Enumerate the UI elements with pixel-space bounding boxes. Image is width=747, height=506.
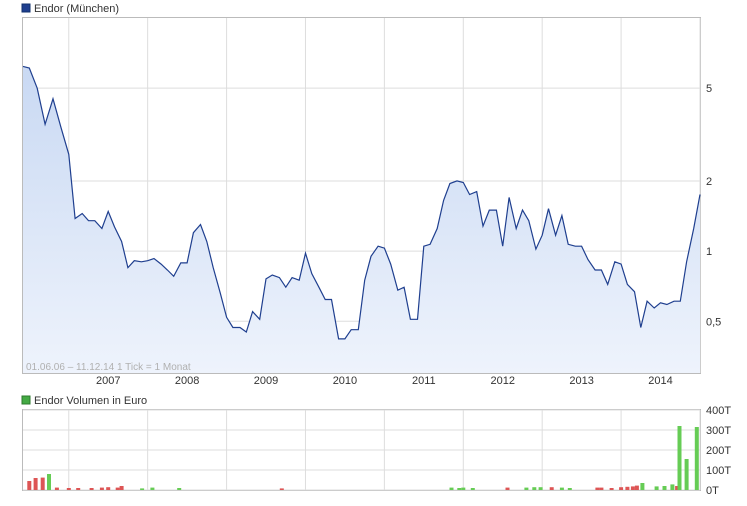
volume-bar-8: [99, 487, 104, 490]
volume-y-tick-label-0T: 0T: [706, 485, 719, 497]
x-tick-label-2012: 2012: [490, 375, 514, 387]
volume-bar-35: [654, 486, 659, 490]
volume-bar-21: [524, 487, 529, 490]
volume-bar-24: [549, 487, 554, 490]
range-note: 01.06.06 – 11.12.14 1 Tick = 1 Monat: [26, 362, 191, 373]
volume-grid-horizontal: [23, 409, 700, 491]
volume-bar-4: [54, 487, 59, 490]
volume-bar-3: [47, 474, 51, 490]
volume-bar-14: [177, 488, 182, 490]
price-legend-label: Endor (München): [34, 3, 119, 15]
y-tick-label-0,5: 0,5: [706, 316, 721, 328]
volume-bar-41: [694, 427, 699, 490]
volume-bar-7: [89, 488, 94, 490]
volume-y-tick-labels: 0T 100T 200T 300T 400T: [706, 405, 731, 497]
x-tick-label-2009: 2009: [254, 375, 278, 387]
price-panel: Endor (München) 01.06.06 – 11.12.14 1 Ti…: [21, 3, 721, 387]
volume-bar-6: [76, 488, 81, 490]
volume-bar-25: [559, 487, 564, 490]
x-tick-label-2011: 2011: [412, 375, 436, 387]
volume-bar-10: [115, 487, 120, 490]
volume-bar-37: [670, 484, 675, 490]
volume-bar-13: [150, 487, 155, 490]
volume-bar-9: [106, 487, 111, 490]
x-tick-label-2014: 2014: [648, 375, 672, 387]
x-tick-label-2007: 2007: [96, 375, 120, 387]
y-tick-label-5: 5: [706, 83, 712, 95]
volume-bar-18: [461, 487, 466, 490]
y-tick-label-1: 1: [706, 246, 712, 258]
volume-bar-30: [619, 487, 624, 490]
volume-y-tick-label-100T: 100T: [706, 465, 731, 477]
volume-bar-39: [677, 426, 682, 490]
price-area: [23, 66, 700, 374]
volume-bar-1: [33, 478, 38, 490]
price-x-tick-labels: 2007 2008 2009 2010 2011 2012 2013 2014: [96, 375, 673, 387]
x-tick-label-2010: 2010: [333, 375, 357, 387]
volume-bar-28: [599, 487, 604, 490]
volume-bar-16: [449, 487, 454, 490]
volume-y-tick-label-200T: 200T: [706, 445, 731, 457]
x-tick-label-2013: 2013: [569, 375, 593, 387]
price-legend-marker: [21, 3, 31, 13]
price-line: [22, 65, 701, 340]
volume-bar-38: [675, 486, 680, 490]
volume-bar-11: [119, 486, 124, 490]
volume-bar-33: [634, 485, 639, 490]
volume-y-tick-label-400T: 400T: [706, 405, 731, 417]
x-tick-label-2008: 2008: [175, 375, 199, 387]
volume-bar-17: [457, 488, 462, 490]
volume-bars: [27, 426, 699, 490]
volume-bar-2: [40, 477, 45, 490]
volume-bar-22: [532, 487, 537, 490]
volume-bar-29: [609, 488, 614, 490]
volume-bar-0: [27, 481, 32, 490]
volume-bar-32: [630, 486, 635, 490]
volume-bar-26: [567, 488, 572, 490]
volume-bar-31: [625, 486, 630, 490]
y-tick-label-2: 2: [706, 176, 712, 188]
volume-bar-34: [640, 483, 645, 490]
volume-bar-20: [505, 487, 510, 490]
volume-bar-15: [279, 488, 284, 490]
volume-bar-5: [66, 488, 71, 490]
volume-bar-19: [470, 488, 475, 490]
price-y-tick-labels: 0,5 1 2 5: [706, 83, 721, 328]
volume-bar-40: [684, 459, 689, 490]
volume-legend-marker: [21, 395, 31, 405]
volume-bar-36: [662, 486, 667, 490]
volume-panel: Endor Volumen in Euro 0T 100T 200T 300T 400T: [21, 395, 731, 497]
volume-bar-12: [140, 488, 145, 490]
volume-y-tick-label-300T: 300T: [706, 425, 731, 437]
volume-bar-27: [595, 487, 600, 490]
volume-legend-label: Endor Volumen in Euro: [34, 395, 147, 407]
volume-bar-23: [538, 487, 543, 490]
